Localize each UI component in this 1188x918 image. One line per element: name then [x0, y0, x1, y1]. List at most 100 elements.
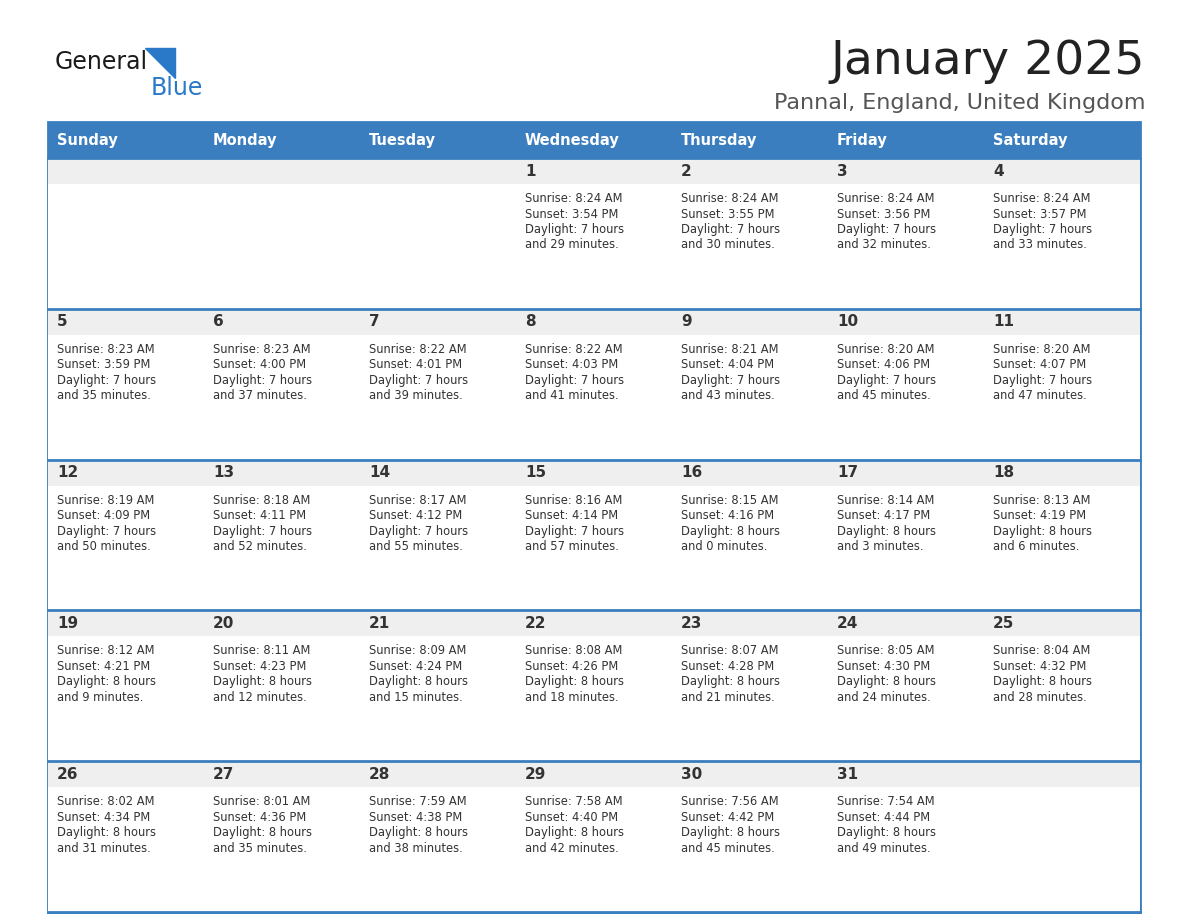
Text: and 33 minutes.: and 33 minutes.: [993, 239, 1087, 252]
Text: Daylight: 8 hours: Daylight: 8 hours: [838, 826, 936, 839]
Text: Sunrise: 8:20 AM: Sunrise: 8:20 AM: [993, 342, 1091, 356]
Bar: [828, 761, 984, 788]
Bar: [48, 158, 204, 184]
Bar: [984, 761, 1140, 788]
Text: 23: 23: [681, 616, 702, 631]
Text: 15: 15: [525, 465, 546, 480]
Bar: [48, 122, 1140, 912]
Bar: [204, 308, 360, 335]
Text: and 31 minutes.: and 31 minutes.: [57, 842, 151, 855]
Bar: [984, 308, 1140, 335]
Bar: [48, 788, 204, 912]
Bar: [204, 788, 360, 912]
Bar: [984, 158, 1140, 184]
Bar: [516, 610, 672, 636]
Text: Daylight: 8 hours: Daylight: 8 hours: [681, 826, 781, 839]
Text: and 49 minutes.: and 49 minutes.: [838, 842, 930, 855]
Text: Daylight: 7 hours: Daylight: 7 hours: [681, 223, 781, 236]
Text: Sunrise: 8:23 AM: Sunrise: 8:23 AM: [57, 342, 154, 356]
Text: Sunrise: 8:14 AM: Sunrise: 8:14 AM: [838, 494, 935, 507]
Bar: [48, 184, 204, 308]
Text: and 18 minutes.: and 18 minutes.: [525, 691, 619, 704]
Text: 16: 16: [681, 465, 702, 480]
Text: Daylight: 8 hours: Daylight: 8 hours: [525, 676, 624, 688]
Text: and 42 minutes.: and 42 minutes.: [525, 842, 619, 855]
Polygon shape: [145, 48, 175, 78]
Text: Sunset: 4:14 PM: Sunset: 4:14 PM: [525, 509, 618, 522]
Text: Sunrise: 8:23 AM: Sunrise: 8:23 AM: [213, 342, 310, 356]
Text: Saturday: Saturday: [993, 132, 1068, 148]
Text: Daylight: 7 hours: Daylight: 7 hours: [369, 524, 468, 538]
Text: Sunset: 4:04 PM: Sunset: 4:04 PM: [681, 358, 775, 371]
Text: and 37 minutes.: and 37 minutes.: [213, 389, 307, 402]
Text: Daylight: 7 hours: Daylight: 7 hours: [525, 374, 624, 386]
Text: Sunset: 4:28 PM: Sunset: 4:28 PM: [681, 660, 775, 673]
Text: Sunset: 4:09 PM: Sunset: 4:09 PM: [57, 509, 150, 522]
Text: Daylight: 8 hours: Daylight: 8 hours: [57, 826, 156, 839]
Text: and 35 minutes.: and 35 minutes.: [213, 842, 307, 855]
Text: Sunset: 4:07 PM: Sunset: 4:07 PM: [993, 358, 1086, 371]
Bar: [516, 460, 672, 486]
Text: Sunset: 3:54 PM: Sunset: 3:54 PM: [525, 207, 619, 220]
Text: Sunset: 4:06 PM: Sunset: 4:06 PM: [838, 358, 930, 371]
Text: Daylight: 7 hours: Daylight: 7 hours: [993, 223, 1092, 236]
Text: 28: 28: [369, 767, 391, 782]
Text: Sunset: 4:16 PM: Sunset: 4:16 PM: [681, 509, 775, 522]
Text: Sunrise: 8:07 AM: Sunrise: 8:07 AM: [681, 644, 778, 657]
Text: Pannal, England, United Kingdom: Pannal, England, United Kingdom: [773, 93, 1145, 113]
Bar: [48, 610, 204, 636]
Bar: [672, 788, 828, 912]
Text: 5: 5: [57, 314, 68, 330]
Text: Sunset: 3:57 PM: Sunset: 3:57 PM: [993, 207, 1087, 220]
Text: Sunrise: 7:58 AM: Sunrise: 7:58 AM: [525, 795, 623, 808]
Bar: [204, 486, 360, 610]
Text: and 43 minutes.: and 43 minutes.: [681, 389, 775, 402]
Bar: [984, 486, 1140, 610]
Text: 25: 25: [993, 616, 1015, 631]
Text: Daylight: 8 hours: Daylight: 8 hours: [838, 676, 936, 688]
Bar: [48, 761, 204, 788]
Text: Daylight: 7 hours: Daylight: 7 hours: [681, 374, 781, 386]
Bar: [516, 335, 672, 460]
Text: and 50 minutes.: and 50 minutes.: [57, 540, 151, 554]
Text: Daylight: 8 hours: Daylight: 8 hours: [369, 676, 468, 688]
Text: and 35 minutes.: and 35 minutes.: [57, 389, 151, 402]
Text: Sunrise: 8:13 AM: Sunrise: 8:13 AM: [993, 494, 1091, 507]
Text: Sunrise: 8:09 AM: Sunrise: 8:09 AM: [369, 644, 467, 657]
Text: and 52 minutes.: and 52 minutes.: [213, 540, 307, 554]
Bar: [828, 184, 984, 308]
Text: Sunrise: 8:22 AM: Sunrise: 8:22 AM: [369, 342, 467, 356]
Text: 2: 2: [681, 163, 691, 178]
Bar: [828, 460, 984, 486]
Text: Sunset: 4:01 PM: Sunset: 4:01 PM: [369, 358, 462, 371]
Text: Friday: Friday: [838, 132, 887, 148]
Text: 1: 1: [525, 163, 536, 178]
Text: and 55 minutes.: and 55 minutes.: [369, 540, 463, 554]
Text: 13: 13: [213, 465, 234, 480]
Text: Sunrise: 8:02 AM: Sunrise: 8:02 AM: [57, 795, 154, 808]
Text: Daylight: 7 hours: Daylight: 7 hours: [993, 374, 1092, 386]
Text: 18: 18: [993, 465, 1015, 480]
Bar: [48, 335, 204, 460]
Text: Daylight: 7 hours: Daylight: 7 hours: [213, 374, 312, 386]
Text: Wednesday: Wednesday: [525, 132, 620, 148]
Bar: [672, 761, 828, 788]
Text: 20: 20: [213, 616, 234, 631]
Bar: [984, 636, 1140, 761]
Text: Sunrise: 8:01 AM: Sunrise: 8:01 AM: [213, 795, 310, 808]
Text: 14: 14: [369, 465, 390, 480]
Text: Blue: Blue: [151, 76, 203, 100]
Text: Sunrise: 7:56 AM: Sunrise: 7:56 AM: [681, 795, 778, 808]
Text: Sunrise: 8:12 AM: Sunrise: 8:12 AM: [57, 644, 154, 657]
Bar: [984, 610, 1140, 636]
Text: Daylight: 8 hours: Daylight: 8 hours: [213, 676, 312, 688]
Text: Daylight: 8 hours: Daylight: 8 hours: [525, 826, 624, 839]
Text: and 3 minutes.: and 3 minutes.: [838, 540, 923, 554]
Text: and 47 minutes.: and 47 minutes.: [993, 389, 1087, 402]
Text: Sunrise: 8:24 AM: Sunrise: 8:24 AM: [993, 192, 1091, 205]
Bar: [516, 308, 672, 335]
Text: and 30 minutes.: and 30 minutes.: [681, 239, 775, 252]
Text: Sunset: 4:44 PM: Sunset: 4:44 PM: [838, 811, 930, 823]
Bar: [984, 184, 1140, 308]
Text: 26: 26: [57, 767, 78, 782]
